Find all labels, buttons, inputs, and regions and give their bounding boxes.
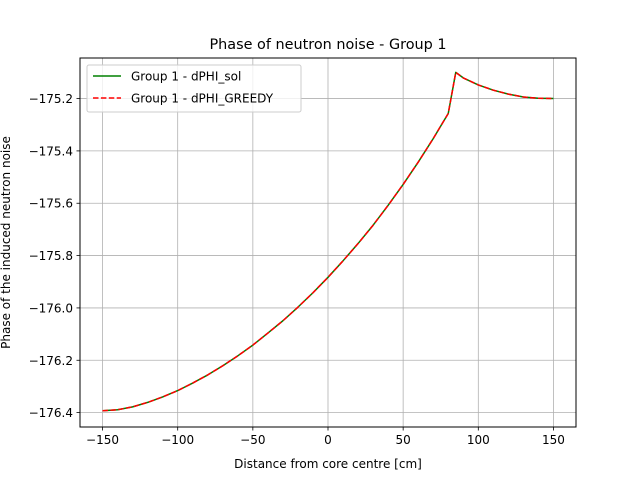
x-tick-label: 150 (542, 433, 565, 447)
y-tick-label: −175.8 (29, 249, 73, 263)
y-tick-label: −175.6 (29, 197, 73, 211)
x-axis: −150 −100 −50 0 50 100 150 (86, 427, 565, 447)
legend-label-dphi-greedy: Group 1 - dPHI_GREEDY (131, 92, 274, 106)
x-tick-label: −150 (86, 433, 119, 447)
grid (80, 58, 576, 427)
y-tick-label: −176.2 (29, 354, 73, 368)
series-line-dphi-greedy (102, 71, 554, 412)
y-axis: −176.4 −176.2 −176.0 −175.8 −175.6 −175.4 −175… (29, 92, 80, 420)
x-tick-label: 0 (324, 433, 332, 447)
x-tick-label: −100 (161, 433, 194, 447)
y-tick-label: −176.4 (29, 406, 73, 420)
y-tick-label: −175.2 (29, 92, 73, 106)
chart-title: Phase of neutron noise - Group 1 (210, 37, 447, 53)
legend-box (86, 64, 302, 113)
x-tick-label: 100 (467, 433, 490, 447)
legend: Group 1 - dPHI_sol Group 1 - dPHI_GREEDY (86, 64, 302, 113)
y-axis-label: Phase of the induced neutron noise (0, 136, 13, 349)
y-tick-label: −176.0 (29, 301, 73, 315)
x-axis-label: Distance from core centre [cm] (234, 457, 422, 471)
series-group (102, 71, 554, 412)
y-tick-label: −175.4 (29, 144, 73, 158)
x-tick-label: 50 (396, 433, 411, 447)
legend-label-dphi-sol: Group 1 - dPHI_sol (131, 70, 241, 84)
x-tick-label: −50 (240, 433, 265, 447)
